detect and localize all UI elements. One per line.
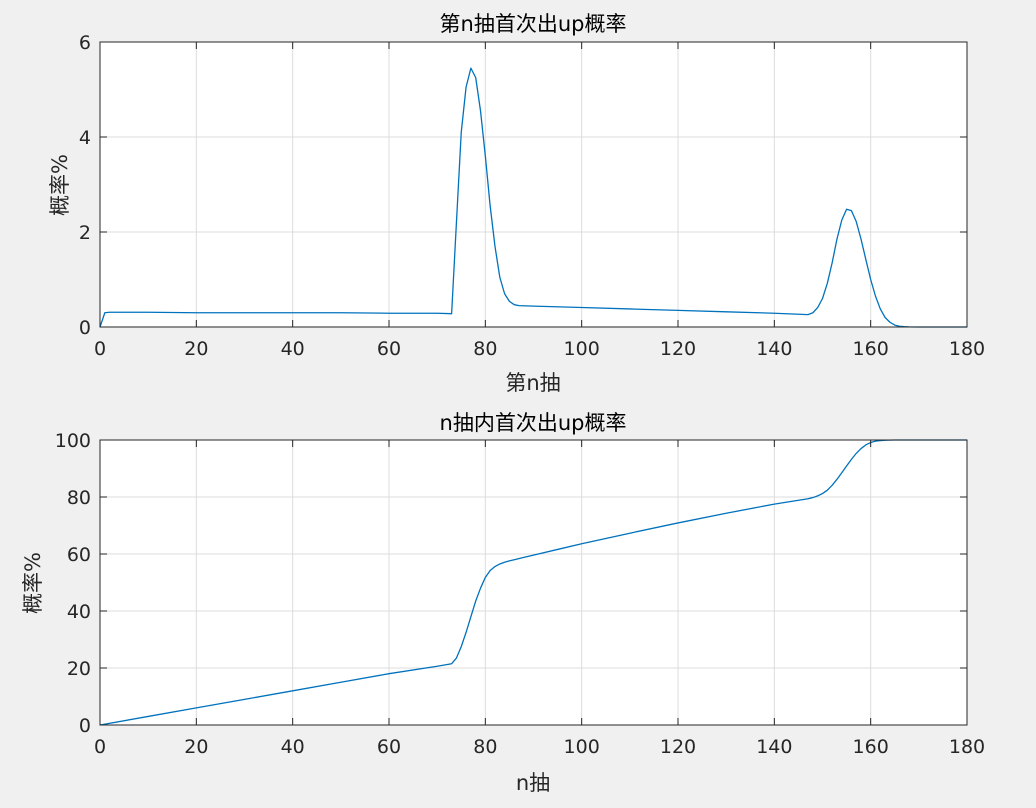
y-tick-label: 80: [67, 487, 91, 509]
x-tick-label: 40: [281, 338, 305, 360]
plot-area: [100, 42, 967, 327]
y-tick-label: 6: [79, 32, 91, 54]
x-tick-label: 0: [94, 338, 106, 360]
x-tick-label: 140: [756, 736, 792, 758]
x-tick-label: 140: [756, 338, 792, 360]
ticks: 0 20 40 60 80 100 120 140 160 180 0 20 40 60 80 100: [55, 430, 985, 758]
chart-title: n抽内首次出up概率: [440, 411, 627, 435]
y-axis-label: 概率%: [48, 154, 72, 216]
y-tick-label: 4: [79, 127, 91, 149]
ticks: 0 20 40 60 80 100 120 140 160 180 0 2 4 6: [79, 32, 985, 360]
grid: [100, 42, 967, 327]
x-tick-label: 100: [564, 736, 600, 758]
chart-cumulative-up-within-n: 0 20 40 60 80 100 120 140 160 180 0 20 40 60 80 100 n抽内…: [21, 411, 985, 795]
chart-title: 第n抽首次出up概率: [440, 12, 627, 36]
x-tick-label: 180: [949, 736, 985, 758]
x-tick-label: 80: [473, 338, 497, 360]
series-line: [99, 67, 967, 328]
axes-box: [99, 41, 968, 328]
x-tick-label: 20: [184, 338, 208, 360]
x-tick-label: 160: [853, 338, 889, 360]
x-tick-label: 60: [377, 736, 401, 758]
y-tick-label: 40: [67, 601, 91, 623]
x-tick-label: 120: [660, 338, 696, 360]
x-tick-label: 160: [853, 736, 889, 758]
axes-box: [99, 439, 968, 726]
y-tick-label: 20: [67, 658, 91, 680]
y-tick-label: 60: [67, 544, 91, 566]
y-tick-label: 100: [55, 430, 91, 452]
y-tick-label: 0: [79, 715, 91, 737]
x-tick-label: 120: [660, 736, 696, 758]
y-tick-label: 2: [79, 222, 91, 244]
x-tick-label: 0: [94, 736, 106, 758]
y-tick-label: 0: [79, 317, 91, 339]
x-tick-label: 100: [564, 338, 600, 360]
x-tick-label: 20: [184, 736, 208, 758]
x-tick-label: 80: [473, 736, 497, 758]
y-axis-label: 概率%: [21, 552, 45, 614]
x-tick-label: 60: [377, 338, 401, 360]
x-axis-label: 第n抽: [505, 371, 560, 395]
x-tick-label: 40: [281, 736, 305, 758]
plot-area: [100, 440, 967, 725]
x-axis-label: n抽: [516, 771, 550, 795]
series-line: [99, 439, 967, 726]
x-tick-label: 180: [949, 338, 985, 360]
grid: [100, 440, 967, 725]
